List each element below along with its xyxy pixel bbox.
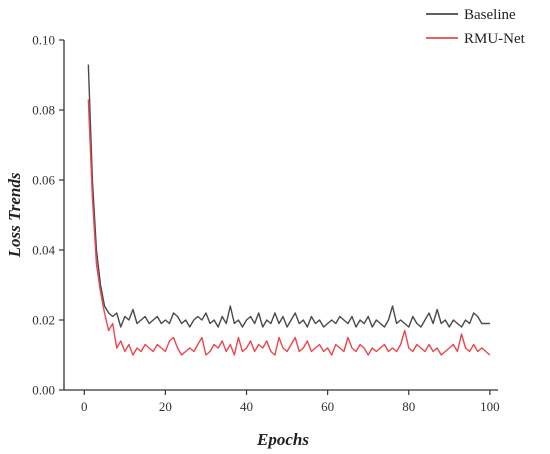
series-line-baseline	[87, 64, 490, 328]
y-tick-label: 0.10	[32, 33, 55, 48]
x-tick-label: 40	[240, 399, 253, 414]
x-tick-label: 20	[159, 399, 172, 414]
y-tick-label: 0.08	[32, 103, 55, 118]
x-tick-label: 100	[480, 399, 500, 414]
axes: 0 20 40 60 80 100 0.00 0.02 0.04 0.06 0.08 0.10	[32, 33, 499, 415]
series-lines	[87, 64, 491, 356]
x-tick-label: 60	[321, 399, 334, 414]
y-axis-title: Loss Trends	[5, 172, 24, 258]
legend-label-baseline: Baseline	[464, 7, 516, 23]
y-tick-label: 0.00	[32, 383, 55, 398]
y-tick-label: 0.06	[32, 173, 55, 188]
x-axis-title: Epochs	[256, 430, 309, 449]
legend: Baseline RMU-Net	[426, 7, 526, 47]
y-tick-label: 0.04	[32, 243, 55, 258]
x-tick-label: 0	[81, 399, 88, 414]
x-tick-label: 80	[402, 399, 415, 414]
legend-label-rmu-net: RMU-Net	[464, 31, 526, 47]
y-tick-label: 0.02	[32, 313, 55, 328]
series-line-rmu-net	[87, 99, 491, 356]
